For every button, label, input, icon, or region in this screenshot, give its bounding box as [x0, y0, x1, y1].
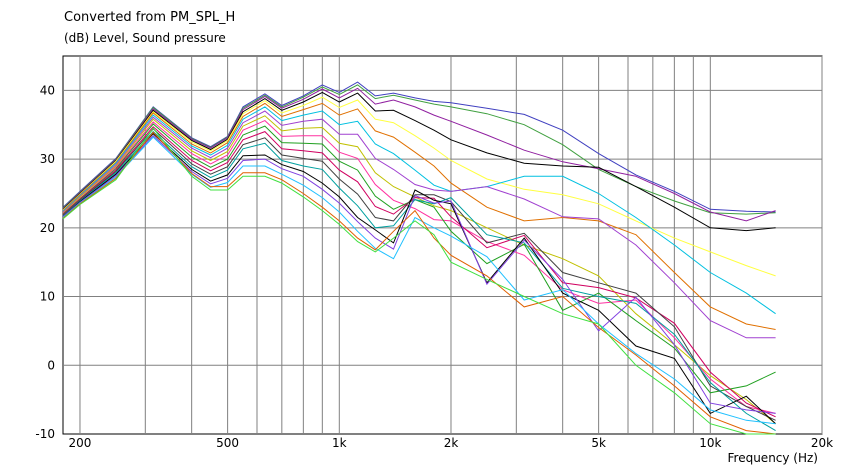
series-line-5 — [62, 96, 776, 277]
x-tick-label: 5k — [591, 436, 606, 450]
series-line-1 — [62, 81, 776, 213]
x-tick-label: 500 — [216, 436, 239, 450]
series-line-4 — [62, 91, 776, 232]
x-tick-label: 10k — [699, 436, 721, 450]
y-axis-label: (dB) Level, Sound pressure — [64, 31, 226, 45]
y-tick-label: 20 — [40, 221, 55, 235]
series-line-16 — [62, 134, 776, 414]
series-line-10 — [62, 120, 776, 414]
x-tick-label: 1k — [332, 436, 347, 450]
series-line-18 — [62, 131, 776, 435]
series-line-19 — [62, 127, 776, 435]
series-line-13 — [62, 128, 776, 421]
series-line-12 — [62, 126, 776, 418]
x-tick-labels: 200 500 1k 2k 5k 10k 20k — [69, 436, 834, 450]
series-line-6 — [62, 102, 776, 330]
series-line-17 — [62, 136, 776, 425]
y-tick-label: 0 — [47, 358, 55, 372]
series-line-8 — [62, 110, 776, 339]
series-line-2 — [62, 84, 776, 215]
series-line-9 — [62, 115, 776, 425]
series-line-11 — [62, 123, 776, 394]
grid — [63, 56, 823, 434]
series-line-15 — [62, 132, 776, 425]
x-tick-label: 20k — [811, 436, 833, 450]
chart-title: Converted from PM_SPL_H — [64, 10, 236, 25]
series-line-3 — [62, 87, 776, 222]
x-tick-label: 200 — [69, 436, 92, 450]
y-tick-label: 10 — [40, 290, 55, 304]
x-axis-label: Frequency (Hz) — [728, 451, 819, 465]
y-tick-label: -10 — [35, 427, 55, 441]
series-line-14 — [62, 130, 776, 432]
y-tick-label: 40 — [40, 83, 55, 97]
x-tick-label: 2k — [444, 436, 459, 450]
series-line-7 — [62, 106, 776, 315]
y-tick-label: 30 — [40, 152, 55, 166]
y-tick-labels: -10 0 10 20 30 40 — [35, 83, 55, 441]
plot-area — [62, 55, 823, 435]
series-group — [62, 81, 776, 435]
